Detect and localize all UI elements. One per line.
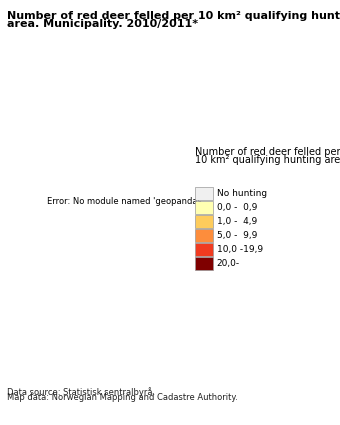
- Text: 5,0 -  9,9: 5,0 - 9,9: [217, 231, 257, 240]
- Text: Data source: Statistisk sentralbyrå.: Data source: Statistisk sentralbyrå.: [7, 387, 155, 397]
- Text: No hunting: No hunting: [217, 189, 267, 198]
- Text: 0,0 -  0,9: 0,0 - 0,9: [217, 203, 257, 212]
- Text: Error: No module named 'geopandas': Error: No module named 'geopandas': [47, 197, 204, 207]
- Text: 10 km² qualifying hunting area.: 10 km² qualifying hunting area.: [195, 155, 340, 165]
- Text: 1,0 -  4,9: 1,0 - 4,9: [217, 217, 257, 226]
- Text: Number of red deer felled per 10 km² qualifying hunting: Number of red deer felled per 10 km² qua…: [7, 11, 340, 21]
- Text: area. Municipality. 2010/2011*: area. Municipality. 2010/2011*: [7, 19, 198, 29]
- Text: 20,0-: 20,0-: [217, 259, 240, 268]
- Text: Map data: Norwegian Mapping and Cadastre Authority.: Map data: Norwegian Mapping and Cadastre…: [7, 393, 238, 402]
- Text: Number of red deer felled per: Number of red deer felled per: [195, 147, 340, 157]
- Text: 10,0 -19,9: 10,0 -19,9: [217, 245, 263, 254]
